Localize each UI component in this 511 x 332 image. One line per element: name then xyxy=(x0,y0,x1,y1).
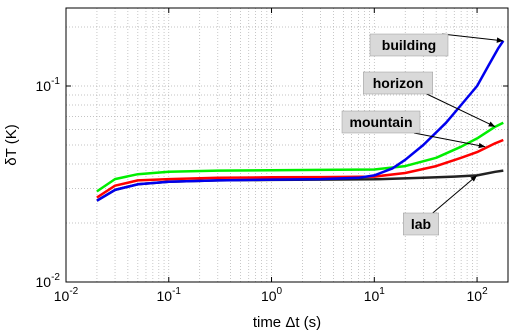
x-tick-label: 100 xyxy=(261,286,283,304)
annotation-arrowhead xyxy=(478,142,486,149)
annotation-label-building: building xyxy=(382,37,436,53)
plot-frame xyxy=(65,7,509,283)
x-tick-label: 10-1 xyxy=(157,286,182,304)
x-tick-exponent: -1 xyxy=(172,286,181,297)
annotation-box xyxy=(403,212,439,236)
annotation-arrow xyxy=(441,33,504,42)
annotation-arrow xyxy=(413,132,486,148)
annotation-arrowhead xyxy=(488,121,496,127)
annotation-label-horizon: horizon xyxy=(373,75,424,91)
annotations: building horizon mountain lab xyxy=(341,33,504,236)
x-axis-title: time Δt (s) xyxy=(253,314,321,331)
y-tick-exponent: -1 xyxy=(51,76,60,87)
x-tick-exponent: 2 xyxy=(482,286,488,297)
annotation-box xyxy=(369,33,449,57)
annotation-arrowhead xyxy=(470,175,478,182)
x-tick-label: 10-2 xyxy=(54,286,79,304)
annotation-box xyxy=(363,71,433,95)
annotation-box xyxy=(341,110,421,134)
annotation-arrow xyxy=(432,174,478,214)
series-building-line xyxy=(96,40,505,202)
x-tick-exponent: 0 xyxy=(277,286,283,297)
annotation-arrow xyxy=(426,93,496,128)
grid-lines xyxy=(65,8,509,283)
annotation-label-lab: lab xyxy=(411,216,431,232)
y-axis-title: δT (K) xyxy=(3,124,20,165)
annotation-label-mountain: mountain xyxy=(350,114,413,130)
series-horizon-line xyxy=(96,121,504,193)
x-tick-exponent: -2 xyxy=(69,286,78,297)
series-mountain-line xyxy=(96,138,504,199)
y-tick-exponent: -2 xyxy=(51,272,60,283)
series-lab-line xyxy=(96,169,504,202)
series-layer xyxy=(96,40,505,202)
x-tick-label: 101 xyxy=(364,286,386,304)
annotation-arrowhead xyxy=(496,37,504,43)
x-tick-exponent: 1 xyxy=(379,286,385,297)
y-tick-label: 10-1 xyxy=(36,76,61,94)
x-tick-label: 102 xyxy=(466,286,488,304)
